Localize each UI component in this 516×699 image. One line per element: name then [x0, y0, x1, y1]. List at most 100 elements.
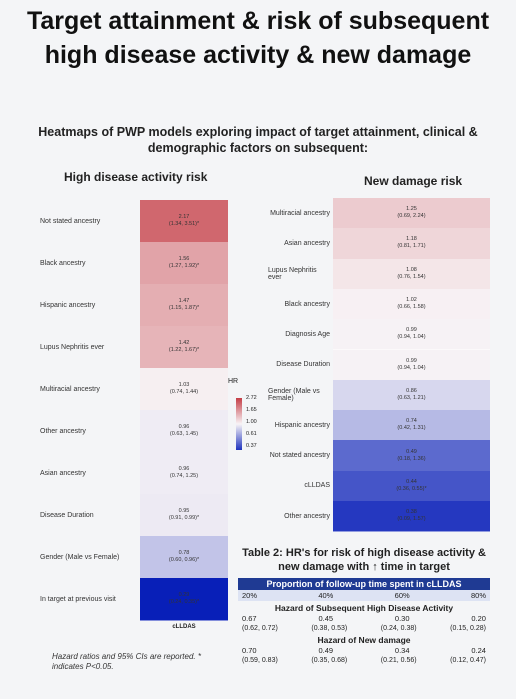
row-label: Asian ancestry — [284, 239, 330, 247]
table-header: Proportion of follow-up time spent in cL… — [238, 578, 490, 590]
row-label: Gender (Male vs Female) — [268, 387, 320, 402]
hr-value: 1.08 — [406, 266, 417, 273]
hr-value: 0.24 — [471, 646, 486, 655]
ci-row: (0.59, 0.83) (0.35, 0.68) (0.21, 0.56) (0.1… — [238, 656, 490, 665]
hr-value: 0.49 — [318, 646, 334, 655]
ci-value: (0.42, 1.31) — [397, 425, 426, 432]
row-label: Black ancestry — [40, 259, 86, 267]
row-label: Other ancestry — [40, 427, 86, 435]
table-columns: 20% 40% 60% 80% — [238, 590, 490, 601]
hr-value: 0.99 — [406, 357, 417, 364]
heat-cell: 2.17 (1.34, 3.51)* — [140, 200, 228, 243]
legend-bar — [236, 398, 242, 450]
column-header: 80% — [470, 591, 486, 600]
footnote: Hazard ratios and 95% CIs are reported. … — [52, 652, 201, 671]
row-label: cLLDAS — [304, 482, 330, 490]
legend-title: HR — [228, 378, 239, 385]
hr-value: 1.42 — [178, 340, 190, 346]
heat-cell: 0.99 (0.94, 1.04) — [333, 319, 490, 351]
heat-cell: 0.38 (0.09, 1.57) — [333, 501, 490, 533]
ci-value: (0.09, 1.57) — [397, 516, 426, 523]
row-label: Multiracial ancestry — [270, 209, 330, 217]
heat-cell: 1.08 (0.76, 1.54) — [333, 258, 490, 290]
ci-value: (0.74, 1.44) — [169, 389, 199, 395]
ci-value: (0.24, 0.35)* — [168, 599, 200, 605]
row-label: Not stated ancestry — [269, 452, 330, 460]
legend-tick: 1.65 — [246, 407, 257, 413]
heat-cell: 0.49 (0.18, 1.36) — [333, 440, 490, 472]
row-label: Diagnosis Age — [285, 330, 330, 338]
ci-value: (0.94, 1.04) — [397, 334, 426, 341]
legend-tick: 2.72 — [246, 395, 257, 401]
row-label: Gender (Male vs Female) — [40, 553, 120, 561]
hr-value: 0.34 — [394, 646, 410, 655]
left-heading: High disease activity risk — [64, 170, 208, 184]
value-row: 0.70 0.49 0.34 0.24 — [238, 645, 490, 656]
hr-value: 2.17 — [178, 214, 190, 220]
ci-value: (0.24, 0.38) — [380, 625, 417, 632]
heat-cell: 0.99 (0.94, 1.04) — [333, 349, 490, 381]
ci-value: (0.66, 1.58) — [397, 304, 426, 311]
hr-value: 0.30 — [394, 614, 410, 623]
ci-value: (0.94, 1.04) — [397, 364, 426, 371]
heat-cell: 1.03 (0.74, 1.44) — [140, 368, 228, 411]
ci-value: (0.15, 0.28) — [450, 625, 486, 632]
heat-cell: 1.02 (0.66, 1.58) — [333, 288, 490, 321]
legend-tick: 0.37 — [246, 443, 257, 449]
heat-cell: 0.95 (0.91, 0.99)* — [140, 494, 228, 537]
row-label: Black ancestry — [284, 300, 330, 308]
hr-value: 0.96 — [178, 466, 190, 472]
hr-value: 0.49 — [406, 448, 417, 455]
hr-value: 1.18 — [406, 236, 417, 243]
table-2: Table 2: HR's for risk of high disease a… — [238, 546, 490, 665]
ci-value: (0.76, 1.54) — [397, 273, 426, 280]
column-label: cLLDAS — [172, 624, 196, 630]
ci-value: (0.62, 0.72) — [242, 625, 278, 632]
row-label: Multiracial ancestry — [40, 385, 100, 393]
heat-cell: 0.44 (0.36, 0.55)* — [333, 470, 490, 502]
ci-value: (0.91, 0.99)* — [168, 515, 200, 521]
hr-value: 0.78 — [178, 550, 190, 556]
ci-value: (1.15, 1.87)* — [168, 305, 200, 311]
ci-value: (0.35, 0.68) — [311, 657, 348, 664]
column-header: 40% — [318, 591, 334, 600]
ci-value: (1.27, 1.92)* — [168, 263, 200, 269]
ci-value: (0.38, 0.53) — [311, 625, 348, 632]
ci-value: (0.12, 0.47) — [450, 657, 486, 664]
ci-value: (0.18, 1.36) — [397, 455, 426, 462]
right-heading: New damage risk — [364, 174, 463, 188]
heat-cell: 1.47 (1.15, 1.87)* — [140, 284, 228, 327]
row-label: Disease Duration — [40, 511, 94, 519]
ci-value: (0.60, 0.96)* — [168, 557, 200, 563]
row-label: Disease Duration — [276, 361, 330, 369]
hr-value: 0.67 — [242, 614, 257, 623]
ci-value: (1.34, 3.51)* — [168, 221, 200, 227]
heat-cell: 1.56 (1.27, 1.92)* — [140, 242, 228, 285]
heat-cell: 0.96 (0.74, 1.25) — [140, 452, 228, 495]
hr-value: 0.86 — [406, 387, 417, 394]
row-label: Other ancestry — [284, 512, 330, 520]
hr-value: 0.44 — [406, 478, 417, 485]
ci-value: (0.21, 0.56) — [380, 657, 417, 664]
ci-value: (0.81, 1.71) — [397, 243, 426, 250]
row-label: Lupus Nephritis ever — [40, 343, 105, 351]
ci-value: (0.63, 1.45) — [169, 431, 199, 437]
heat-cell: 0.78 (0.60, 0.96)* — [140, 536, 228, 579]
poster-title: Target attainment & risk of subsequent h… — [26, 7, 490, 69]
value-row: 0.67 0.45 0.30 0.20 — [238, 613, 490, 624]
row-label: Not stated ancestry — [40, 217, 101, 225]
row-label: In target at previous visit — [40, 595, 116, 603]
heat-cell: 0.86 (0.63, 1.21) — [333, 379, 490, 412]
row-label: Asian ancestry — [40, 469, 86, 477]
ci-row: (0.62, 0.72) (0.38, 0.53) (0.24, 0.38) (0.1… — [238, 624, 490, 633]
heat-cell: 1.42 (1.22, 1.67)* — [140, 326, 228, 369]
hr-value: 1.03 — [178, 382, 190, 388]
heat-cell: 1.18 (0.81, 1.71) — [333, 228, 490, 260]
table-title: Table 2: HR's for risk of high disease a… — [242, 547, 486, 573]
column-header: 20% — [242, 591, 258, 600]
heat-cell: 1.25 (0.69, 2.24) — [333, 198, 490, 230]
hr-value: 0.99 — [406, 327, 417, 334]
hr-value: 0.20 — [471, 614, 486, 623]
row-label: Hispanic ancestry — [274, 421, 330, 429]
ci-value: (1.22, 1.67)* — [168, 347, 200, 353]
